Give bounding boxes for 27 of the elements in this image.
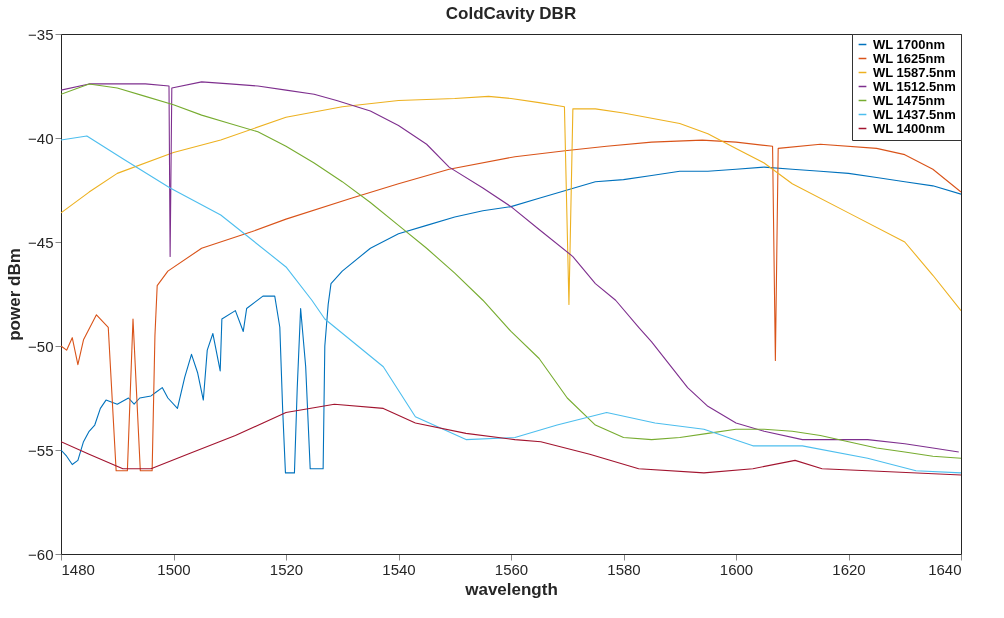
line-series <box>61 403 961 476</box>
x-tick-label: 1580 <box>607 560 641 578</box>
x-tick-label: 1640 <box>928 560 962 578</box>
y-tick-label: −55 <box>28 441 54 459</box>
x-tick-label: 1620 <box>832 560 866 578</box>
legend-label: WL 1437.5nm <box>873 106 956 122</box>
legend-label: WL 1400nm <box>873 120 946 136</box>
y-axis-title: power dBm <box>5 248 25 341</box>
legend-label: WL 1587.5nm <box>873 64 956 80</box>
x-tick-label: 1500 <box>157 560 191 578</box>
legend-label: WL 1512.5nm <box>873 78 956 94</box>
legend-label: WL 1625nm <box>873 50 946 66</box>
y-tick-label: −60 <box>28 545 54 563</box>
line-series <box>61 95 961 312</box>
x-tick-label: 1560 <box>494 560 529 578</box>
x-tick-label: 1540 <box>382 560 416 578</box>
x-tick-label: 1520 <box>269 560 304 578</box>
y-tick-label: −40 <box>28 129 54 147</box>
y-tick-label: −35 <box>28 25 54 43</box>
x-tick-label: 1480 <box>61 560 95 578</box>
chart-title: ColdCavity DBR <box>445 4 577 23</box>
x-tick-label: 1600 <box>719 560 754 578</box>
x-axis-title: wavelength <box>464 579 558 599</box>
y-tick-label: −45 <box>28 233 54 251</box>
legend-label: WL 1700nm <box>873 36 946 52</box>
y-tick-label: −50 <box>28 337 54 355</box>
legend-label: WL 1475nm <box>873 92 946 108</box>
